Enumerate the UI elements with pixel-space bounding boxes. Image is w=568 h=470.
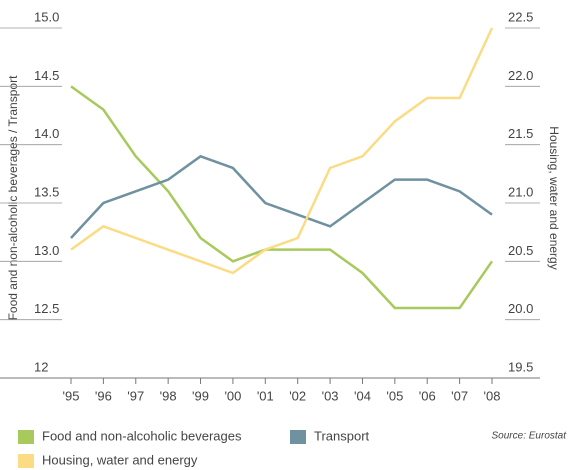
- legend-swatch: [290, 430, 306, 444]
- y-tick-label: 13.0: [34, 243, 59, 258]
- x-tick-label: '06: [419, 388, 436, 403]
- y2-tick-label: 21.5: [508, 126, 533, 141]
- x-tick-label: '04: [354, 388, 371, 403]
- line: [70, 154, 493, 239]
- y2-tick-label: 22.5: [508, 9, 533, 24]
- legend-swatch: [18, 430, 34, 444]
- x-tick-label: '01: [257, 388, 274, 403]
- y2-tick-label: 20.0: [508, 301, 533, 316]
- y-tick-label: 15.0: [34, 9, 59, 24]
- y2-tick-label: 19.5: [508, 359, 533, 374]
- x-tick-label: '05: [386, 388, 403, 403]
- y-axis-label: Food and non-alcoholic beverages / Trans…: [6, 75, 20, 320]
- source: Source: Eurostat: [492, 431, 568, 442]
- x-tick-label: '97: [127, 388, 144, 403]
- legend-label: Housing, water and energy: [42, 452, 198, 467]
- legend-label: Transport: [314, 428, 370, 443]
- y-tick-label: 14.5: [34, 68, 59, 83]
- y-tick-label: 13.5: [34, 184, 59, 199]
- y2-tick-label: 20.5: [508, 243, 533, 258]
- y2-axis-label: Housing, water and energy: [547, 126, 561, 269]
- y2-tick-label: 22.0: [508, 68, 533, 83]
- x-tick-label: '02: [289, 388, 306, 403]
- x-tick-label: '96: [95, 388, 112, 403]
- x-tick-label: '99: [192, 388, 209, 403]
- line: [70, 27, 494, 275]
- y-tick-label: 12: [34, 359, 48, 374]
- x-tick-label: '00: [224, 388, 241, 403]
- x-tick-label: '03: [322, 388, 339, 403]
- x-tick-label: '98: [160, 388, 177, 403]
- legend-label: Food and non-alcoholic beverages: [42, 428, 242, 443]
- y2-tick-label: 21.0: [508, 184, 533, 199]
- legend-swatch: [18, 454, 34, 468]
- y-tick-label: 12.5: [34, 301, 59, 316]
- x-tick-label: '07: [451, 388, 468, 403]
- y-tick-label: 14.0: [34, 126, 59, 141]
- x-tick-label: '95: [63, 388, 80, 403]
- x-tick-label: '08: [484, 388, 501, 403]
- line: [70, 85, 494, 310]
